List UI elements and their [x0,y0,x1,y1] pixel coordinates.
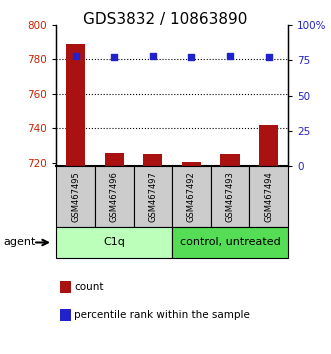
Bar [172,227,288,258]
Bar [56,227,172,258]
Point [112,55,117,60]
Bar [249,166,288,227]
Text: agent: agent [3,238,36,247]
Bar [220,154,240,166]
Point [227,53,233,59]
Text: GSM467494: GSM467494 [264,171,273,222]
Bar [211,166,249,227]
Bar [105,153,124,166]
Text: GSM467495: GSM467495 [71,171,80,222]
Text: GSM467492: GSM467492 [187,171,196,222]
Text: C1q: C1q [103,238,125,247]
Text: control, untreated: control, untreated [180,238,280,247]
Bar [182,162,201,166]
Text: GSM467493: GSM467493 [225,171,235,222]
Point [266,54,271,59]
Bar [259,125,278,166]
Text: percentile rank within the sample: percentile rank within the sample [74,310,250,320]
Point [150,53,156,59]
Bar [143,154,163,166]
Bar [95,166,133,227]
Text: GDS3832 / 10863890: GDS3832 / 10863890 [83,12,248,27]
Point [73,53,78,59]
Text: GSM467497: GSM467497 [148,171,157,222]
Bar [172,166,211,227]
Bar [133,166,172,227]
Text: GSM467496: GSM467496 [110,171,119,222]
Bar [66,44,85,166]
Point [189,54,194,59]
Bar [56,166,95,227]
Text: count: count [74,282,104,292]
